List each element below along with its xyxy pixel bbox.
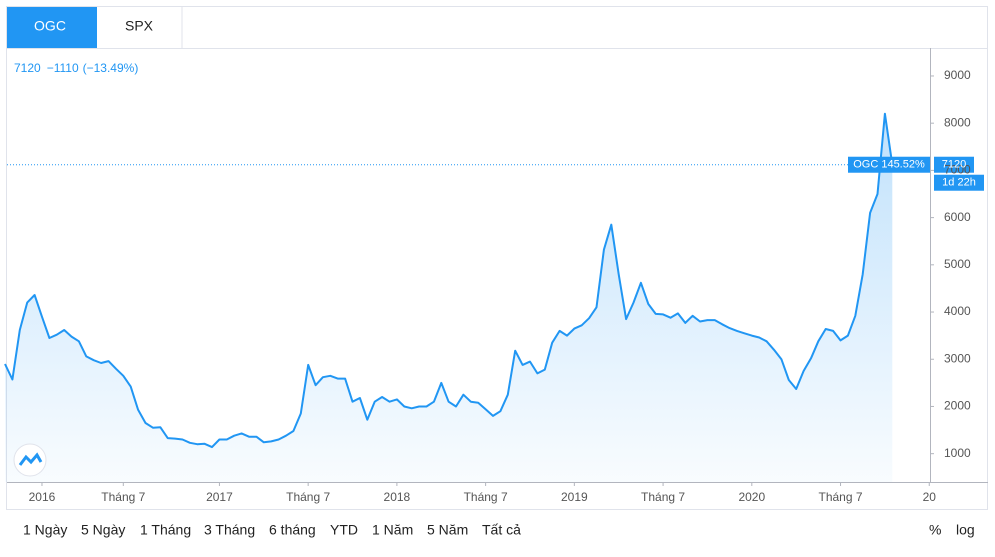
x-tick-label: 2016 [29,490,56,504]
price-line [4,112,894,449]
y-tick-label: 7000 [944,163,971,177]
range-button[interactable]: 1 Năm [372,522,413,538]
y-tick-label: 5000 [944,257,971,271]
countdown-label: 1d 22h [942,177,976,189]
range-button[interactable]: Tất cả [482,522,521,538]
quote-header: 7120 −1110 (−13.49%) [14,61,138,75]
range-button[interactable]: 1 Ngày [23,522,67,538]
price-tag-label: 7120 [942,159,966,171]
last-price: 7120 [14,61,41,75]
tab-active[interactable] [7,7,97,48]
x-tick-label: Tháng 7 [641,490,685,504]
x-tick-label: Tháng 7 [286,490,330,504]
scale-toggle[interactable]: % [929,522,941,538]
range-button[interactable]: 5 Ngày [81,522,125,538]
y-tick-label: 3000 [944,351,971,365]
tab[interactable]: OGC [34,18,66,34]
x-tick-label: 2018 [384,490,411,504]
range-button[interactable]: 6 tháng [269,522,316,538]
scale-toggle[interactable]: log [956,522,975,538]
change: −1110 [47,61,79,75]
change-pct: (−13.49%) [83,61,139,75]
plot [4,75,984,486]
y-tick-label: 6000 [944,210,971,224]
x-tick-label: 20 [923,490,937,504]
area-fill [5,113,893,482]
range-button[interactable]: 3 Tháng [204,522,255,538]
countdown-tag [934,174,984,191]
range-button[interactable]: 1 Tháng [140,522,191,538]
price-tag [934,156,974,173]
x-tick-label: 2017 [206,490,233,504]
y-tick-label: 8000 [944,115,971,129]
range-button[interactable]: 5 Năm [427,522,468,538]
x-tick-label: Tháng 7 [101,490,145,504]
tab[interactable]: SPX [125,18,154,34]
y-tick-label: 2000 [944,399,971,413]
x-tick-label: Tháng 7 [819,490,863,504]
y-tick-label: 9000 [944,68,971,82]
frame [6,6,988,510]
x-tick-label: 2019 [561,490,588,504]
logo-icon [18,452,43,466]
x-tick-label: 2020 [738,490,765,504]
x-tick-label: Tháng 7 [464,490,508,504]
y-tick-label: 1000 [944,446,971,460]
y-tick-label: 4000 [944,304,971,318]
compare-label: OGC 145.52% [853,159,925,171]
compare-tag [848,156,930,173]
range-button[interactable]: YTD [330,522,358,538]
